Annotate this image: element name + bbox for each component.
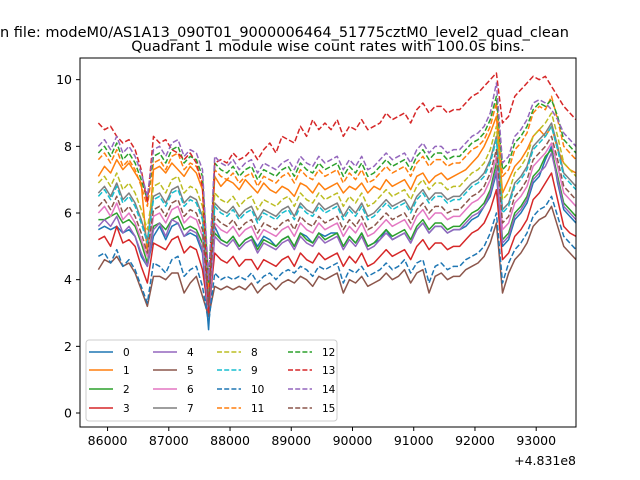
x-tick-label: 86000	[88, 433, 128, 448]
legend-box	[85, 339, 338, 422]
x-tick-label: 88000	[210, 433, 250, 448]
legend-label-2: 2	[123, 384, 130, 396]
series-line-10	[98, 195, 576, 324]
series-line-8	[97, 112, 576, 298]
legend-label-10: 10	[251, 384, 264, 396]
series-line-4	[97, 152, 576, 318]
legend-label-15: 15	[322, 403, 335, 415]
legend-label-4: 4	[187, 347, 194, 359]
series-line-14	[97, 82, 576, 281]
chart-suptitle: n file: modeM0/AS1A13_090T01_9000006464_…	[0, 25, 569, 41]
y-tick-label: 8	[64, 139, 72, 154]
series-line-2	[98, 148, 576, 318]
legend-label-7: 7	[187, 403, 194, 415]
legend-label-0: 0	[123, 347, 130, 359]
series-line-13	[97, 72, 576, 314]
x-tick-label: 90000	[333, 433, 373, 448]
legend-label-5: 5	[187, 365, 194, 377]
legend-label-13: 13	[322, 365, 335, 377]
x-tick-label: 91000	[394, 433, 434, 448]
series-layer	[97, 72, 576, 331]
legend-label-12: 12	[322, 347, 335, 359]
y-tick-label: 6	[64, 206, 72, 221]
x-tick-label: 89000	[271, 433, 311, 448]
chart-title: Quadrant 1 module wise count rates with …	[131, 39, 525, 55]
y-tick-label: 2	[64, 339, 72, 354]
series-line-3	[98, 172, 576, 314]
series-line-1	[97, 115, 576, 304]
legend-label-1: 1	[123, 365, 130, 377]
y-tick-label: 10	[56, 72, 72, 87]
legend-label-8: 8	[251, 347, 258, 359]
x-tick-label: 93000	[516, 433, 556, 448]
x-offset-label: +4.831e8	[514, 453, 576, 468]
y-tick-label: 0	[64, 406, 72, 421]
series-line-7	[97, 122, 576, 304]
series-line-5	[97, 205, 576, 318]
x-axis: 86000 87000 88000 89000 90000 91000 92000 93000	[88, 427, 556, 448]
series-line-15	[97, 135, 576, 308]
plot-frame	[79, 57, 577, 428]
y-tick-label: 4	[64, 272, 72, 287]
legend-label-11: 11	[251, 403, 264, 415]
legend-label-6: 6	[187, 384, 194, 396]
series-line-6	[97, 142, 576, 311]
legend-label-9: 9	[251, 365, 258, 377]
y-axis: 0 2 4 6 8 10	[56, 72, 80, 421]
legend-label-14: 14	[322, 384, 336, 396]
x-tick-label: 87000	[149, 433, 189, 448]
legend-label-3: 3	[123, 403, 130, 415]
x-tick-label: 92000	[455, 433, 495, 448]
